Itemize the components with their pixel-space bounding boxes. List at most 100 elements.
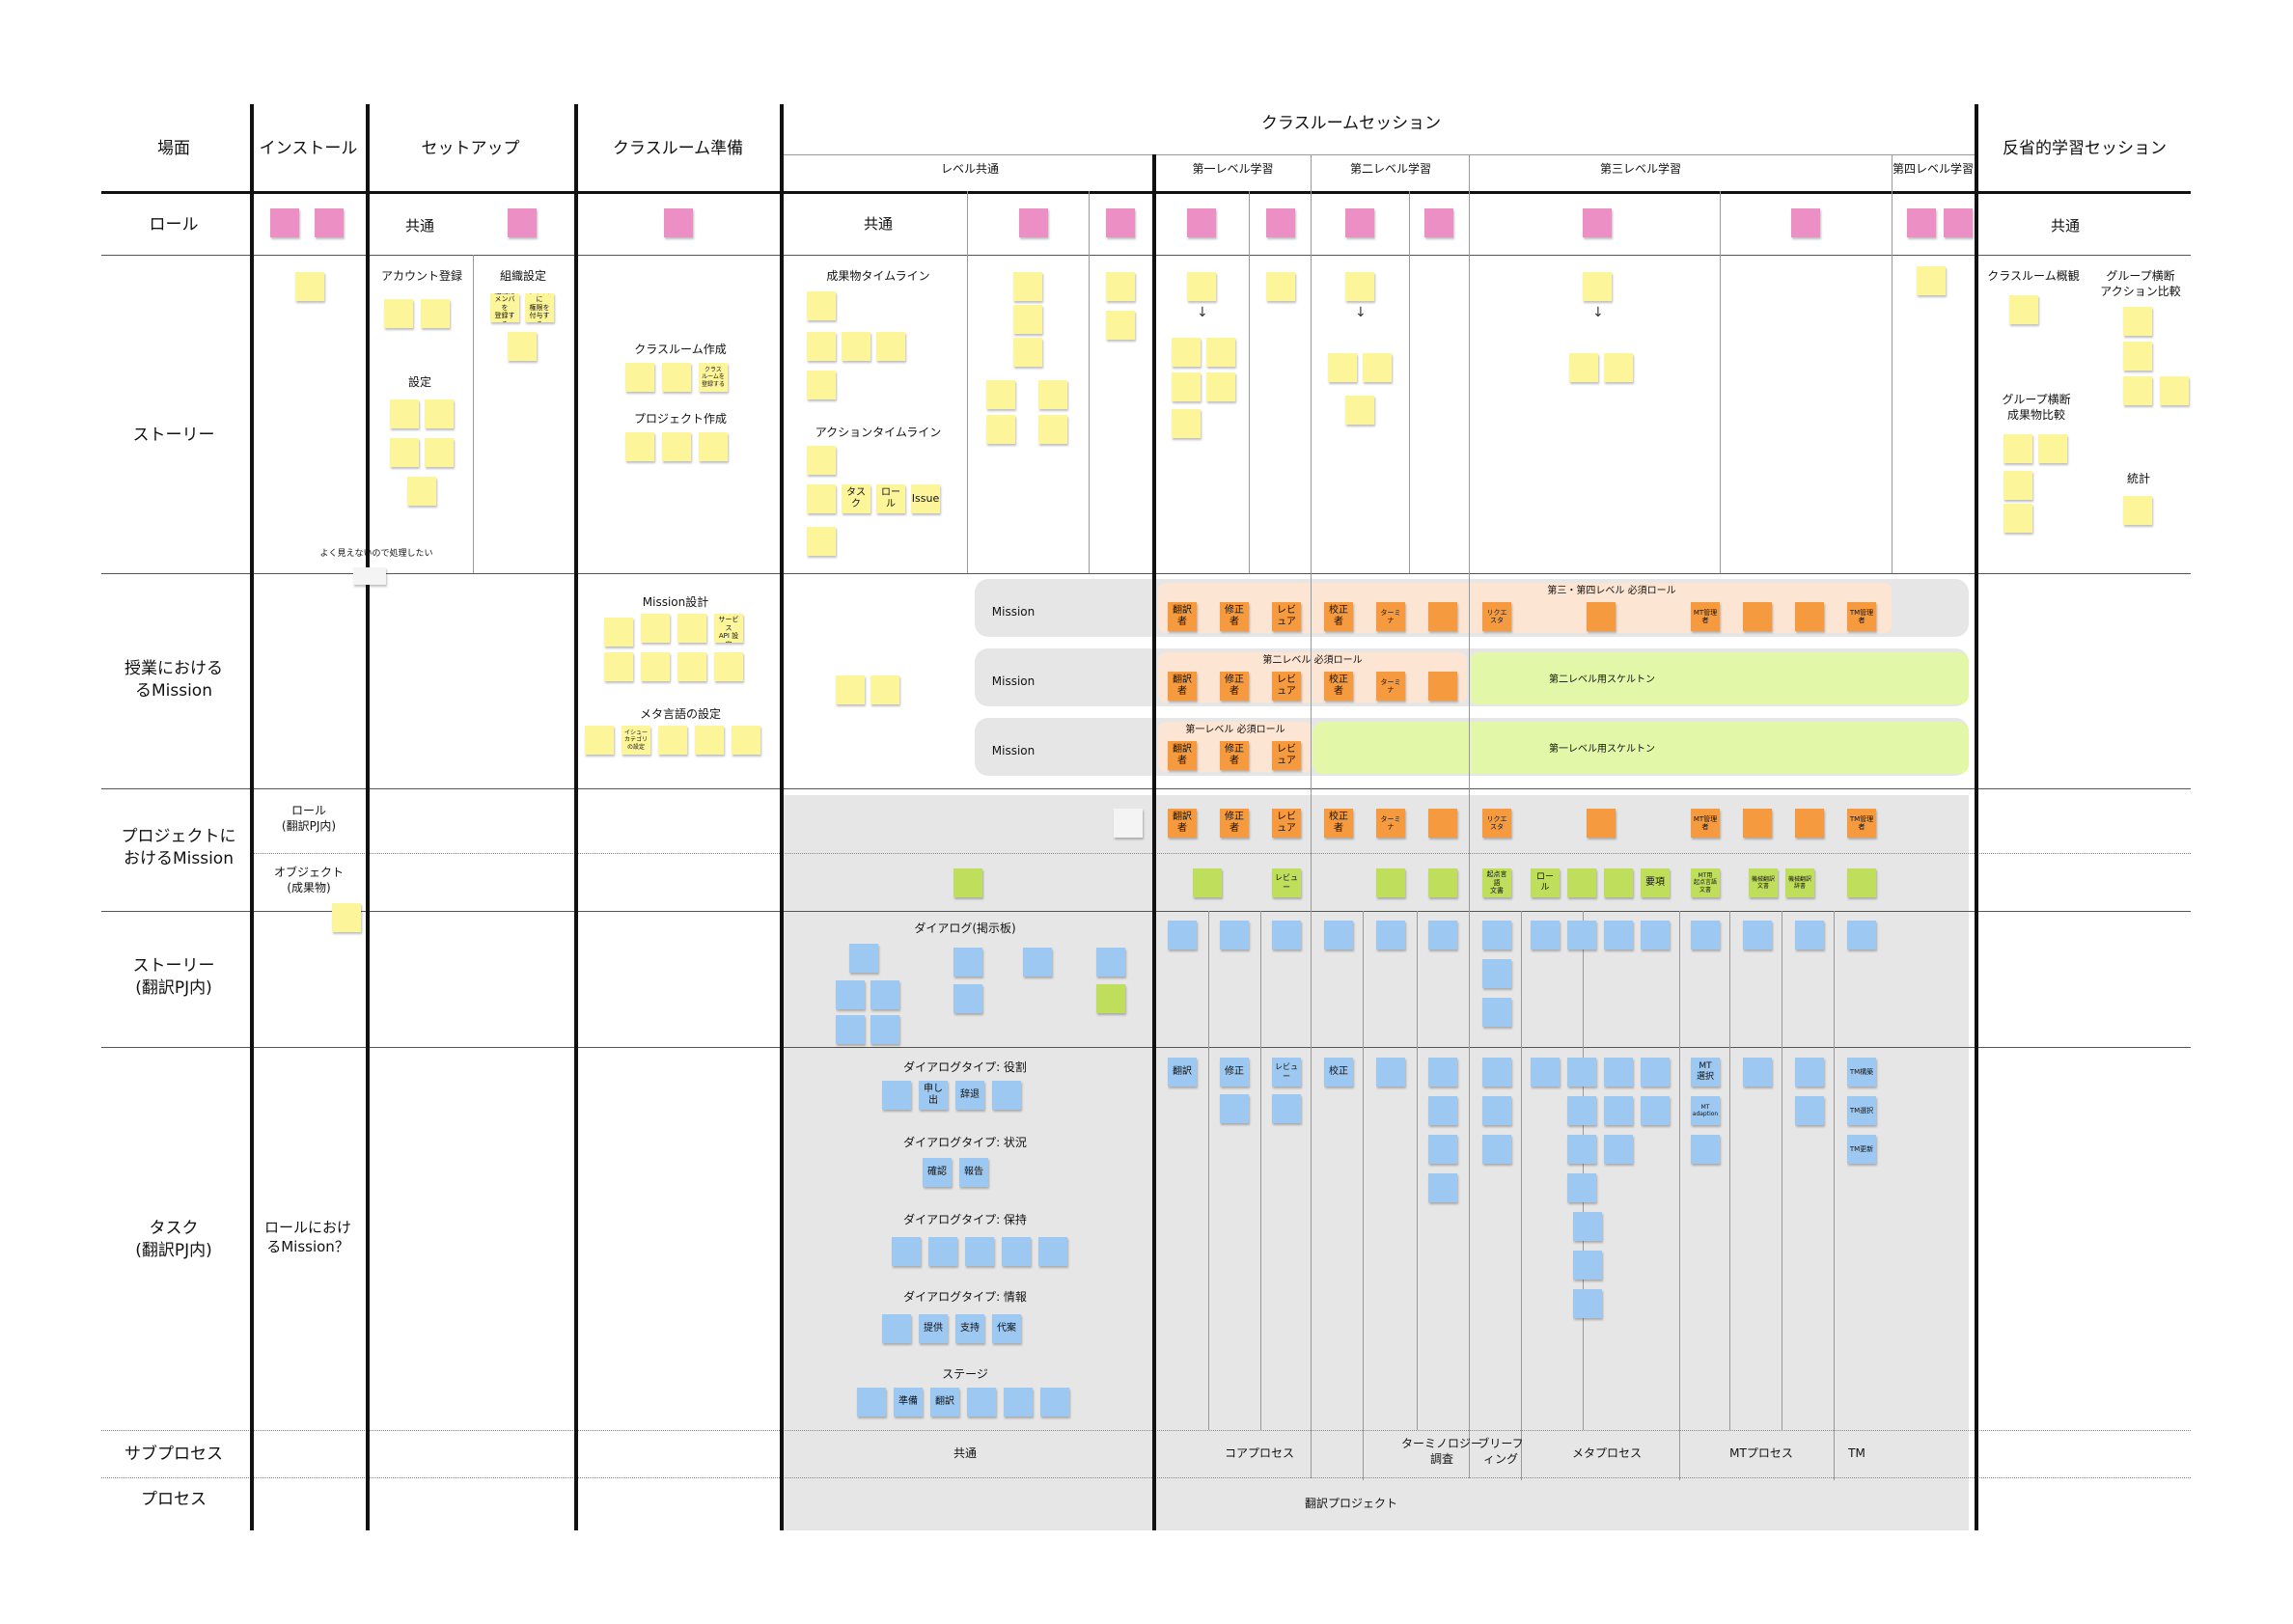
story-pj-row-line xyxy=(101,1047,2191,1048)
row-process: プロセス xyxy=(141,1490,207,1509)
note-account-2 xyxy=(421,299,450,328)
task-mt-4 xyxy=(1743,1058,1772,1087)
col-line-2 xyxy=(366,104,370,1530)
task-meta-11 xyxy=(1604,1135,1633,1164)
task-meta-1 xyxy=(1531,1058,1560,1087)
stage-4 xyxy=(1040,1388,1069,1417)
pj-col-f xyxy=(1583,911,1584,1430)
spj-5 xyxy=(1376,921,1405,950)
task-review: レビュー xyxy=(1272,1058,1301,1087)
spj-7 xyxy=(1482,921,1511,950)
note-at-3 xyxy=(842,332,870,361)
note-at-1 xyxy=(807,291,836,320)
col-line-1 xyxy=(250,104,254,1530)
note-ref-6 xyxy=(2003,434,2032,463)
obj-review: レビュー xyxy=(1272,868,1301,897)
m1-term: ターミナ xyxy=(1376,602,1405,631)
spj-9 xyxy=(1482,998,1511,1027)
level34-required-band xyxy=(1158,583,1892,633)
note-account-1 xyxy=(384,299,413,328)
spj-2 xyxy=(1220,921,1249,950)
note-act-3 xyxy=(807,527,836,556)
m3-reviewer: レビュア xyxy=(1272,741,1301,770)
m2-reviewer: レビュア xyxy=(1272,672,1301,701)
spj-6 xyxy=(1428,921,1457,950)
task-meta-9 xyxy=(1604,1058,1633,1087)
note-role-l4-2 xyxy=(1944,208,1973,237)
note-role-lc-2 xyxy=(1106,208,1135,237)
note-settings-2 xyxy=(425,399,454,428)
note-l2-3 xyxy=(1363,353,1392,382)
m1-mt2 xyxy=(1743,602,1772,631)
m1-proof: 校正者 xyxy=(1324,602,1353,631)
note-ref-2 xyxy=(2123,307,2152,336)
spj-16 xyxy=(1795,921,1824,950)
note-md-1 xyxy=(604,618,633,647)
note-role-setup xyxy=(508,208,537,237)
l1-l2-line xyxy=(1311,154,1312,1478)
m1-mt: MT管理者 xyxy=(1691,602,1720,631)
dt-keep-5 xyxy=(1038,1237,1067,1266)
note-l3-2 xyxy=(1569,353,1598,382)
note-cp-1 xyxy=(625,432,654,461)
task-brief-3 xyxy=(1482,1135,1511,1164)
row-class-mission: 授業における るMission xyxy=(124,659,223,701)
note-l4-1 xyxy=(1917,266,1946,295)
note-settings-1 xyxy=(390,399,419,428)
note-ref-1 xyxy=(2009,295,2038,324)
task-mt-6 xyxy=(1795,1096,1824,1125)
sp-core: コアプロセス xyxy=(1224,1446,1294,1460)
db-8 xyxy=(1023,948,1052,977)
note-settings-5 xyxy=(407,477,436,506)
lvl1-required-label: 第一レベル 必須ロール xyxy=(1185,725,1285,735)
col-line-3 xyxy=(574,104,578,1530)
spj-15 xyxy=(1743,921,1772,950)
arrow-l3: ↓ xyxy=(1592,305,1604,320)
pj-col-e xyxy=(1521,911,1522,1480)
pj-term2 xyxy=(1428,809,1457,838)
header-level-common: レベル共通 xyxy=(940,162,999,176)
story-row-line xyxy=(101,573,2191,574)
header-level3: 第三レベル学習 xyxy=(1599,162,1681,176)
m2-translator: 翻訳者 xyxy=(1168,672,1197,701)
db-1 xyxy=(849,944,878,973)
note-lc-mission-2 xyxy=(870,675,899,704)
note-act-task: タスク xyxy=(842,484,870,513)
m1-tm: TM管理者 xyxy=(1847,602,1876,631)
note-mt-service: MT サービス API 設定 xyxy=(714,614,743,643)
pj-reviser: 修正者 xyxy=(1220,809,1249,838)
setup-common-label: 共通 xyxy=(404,217,434,234)
sp-meta: メタプロセス xyxy=(1571,1446,1642,1460)
dt-role-decline: 辞退 xyxy=(955,1081,984,1110)
task-brief-1 xyxy=(1482,1058,1511,1087)
note-l1-4 xyxy=(1172,372,1201,401)
task-meta-5 xyxy=(1567,1173,1596,1202)
m1-mt3 xyxy=(1795,602,1824,631)
task-brief-2 xyxy=(1482,1096,1511,1125)
note-l3-1 xyxy=(1583,272,1612,301)
m1-translator: 翻訳者 xyxy=(1168,602,1197,631)
obj-tm xyxy=(1847,868,1876,897)
create-class-label: クラスルーム作成 xyxy=(634,343,727,356)
note-role-install-2 xyxy=(315,208,344,237)
note-l1-7 xyxy=(1266,272,1295,301)
note-md-6 xyxy=(677,652,706,681)
note-pj-green-lc xyxy=(953,868,982,897)
note-lc-mission-1 xyxy=(836,675,865,704)
level2-required-band xyxy=(1158,652,1467,702)
pj-col-j xyxy=(1834,911,1835,1480)
dialog-board-label: ダイアログ(掲示板) xyxy=(914,922,1016,935)
dt-keep-1 xyxy=(892,1237,921,1266)
row-story-pj: ストーリー (翻訳PJ内) xyxy=(132,956,215,998)
task-term-2 xyxy=(1428,1058,1457,1087)
note-ref-9 xyxy=(2003,504,2032,533)
dt-status-report: 報告 xyxy=(959,1158,988,1187)
role-row-line xyxy=(101,255,2191,256)
note-md-5 xyxy=(641,652,670,681)
obj-5 xyxy=(1604,868,1633,897)
sp-mt: MTプロセス xyxy=(1729,1446,1793,1460)
db-7 xyxy=(953,984,982,1013)
dt-info-provide: 提供 xyxy=(919,1314,948,1343)
note-role-lc-1 xyxy=(1019,208,1048,237)
header-level4: 第四レベル学習 xyxy=(1892,162,1974,176)
